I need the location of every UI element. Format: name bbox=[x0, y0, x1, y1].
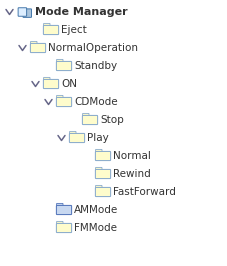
FancyBboxPatch shape bbox=[82, 113, 89, 117]
Text: Play: Play bbox=[87, 133, 108, 143]
Text: Stop: Stop bbox=[100, 115, 123, 125]
Text: Normal: Normal bbox=[113, 151, 150, 161]
FancyBboxPatch shape bbox=[43, 77, 50, 81]
Text: Standby: Standby bbox=[74, 61, 117, 71]
FancyBboxPatch shape bbox=[56, 221, 63, 225]
FancyBboxPatch shape bbox=[56, 97, 71, 107]
Text: NormalOperation: NormalOperation bbox=[48, 43, 137, 53]
FancyBboxPatch shape bbox=[43, 26, 58, 35]
Text: FMMode: FMMode bbox=[74, 223, 116, 233]
FancyBboxPatch shape bbox=[95, 185, 101, 189]
FancyBboxPatch shape bbox=[56, 95, 63, 99]
FancyBboxPatch shape bbox=[43, 23, 50, 27]
Text: Mode Manager: Mode Manager bbox=[35, 7, 127, 17]
FancyBboxPatch shape bbox=[30, 43, 45, 53]
FancyBboxPatch shape bbox=[82, 115, 97, 124]
FancyBboxPatch shape bbox=[69, 131, 76, 135]
FancyBboxPatch shape bbox=[56, 205, 71, 215]
Text: ON: ON bbox=[61, 79, 77, 89]
FancyBboxPatch shape bbox=[18, 8, 27, 16]
Text: Eject: Eject bbox=[61, 25, 86, 35]
Text: CDMode: CDMode bbox=[74, 97, 117, 107]
FancyBboxPatch shape bbox=[95, 151, 110, 161]
FancyBboxPatch shape bbox=[95, 169, 110, 178]
FancyBboxPatch shape bbox=[43, 80, 58, 89]
FancyBboxPatch shape bbox=[95, 167, 101, 171]
FancyBboxPatch shape bbox=[56, 61, 71, 70]
FancyBboxPatch shape bbox=[95, 188, 110, 197]
FancyBboxPatch shape bbox=[69, 134, 84, 143]
FancyBboxPatch shape bbox=[56, 59, 63, 63]
Text: Rewind: Rewind bbox=[113, 169, 150, 179]
Text: FastForward: FastForward bbox=[113, 187, 175, 197]
FancyBboxPatch shape bbox=[56, 203, 63, 207]
FancyBboxPatch shape bbox=[23, 9, 31, 17]
Text: AMMode: AMMode bbox=[74, 205, 118, 215]
FancyBboxPatch shape bbox=[30, 41, 37, 45]
FancyBboxPatch shape bbox=[95, 149, 101, 153]
FancyBboxPatch shape bbox=[56, 223, 71, 232]
